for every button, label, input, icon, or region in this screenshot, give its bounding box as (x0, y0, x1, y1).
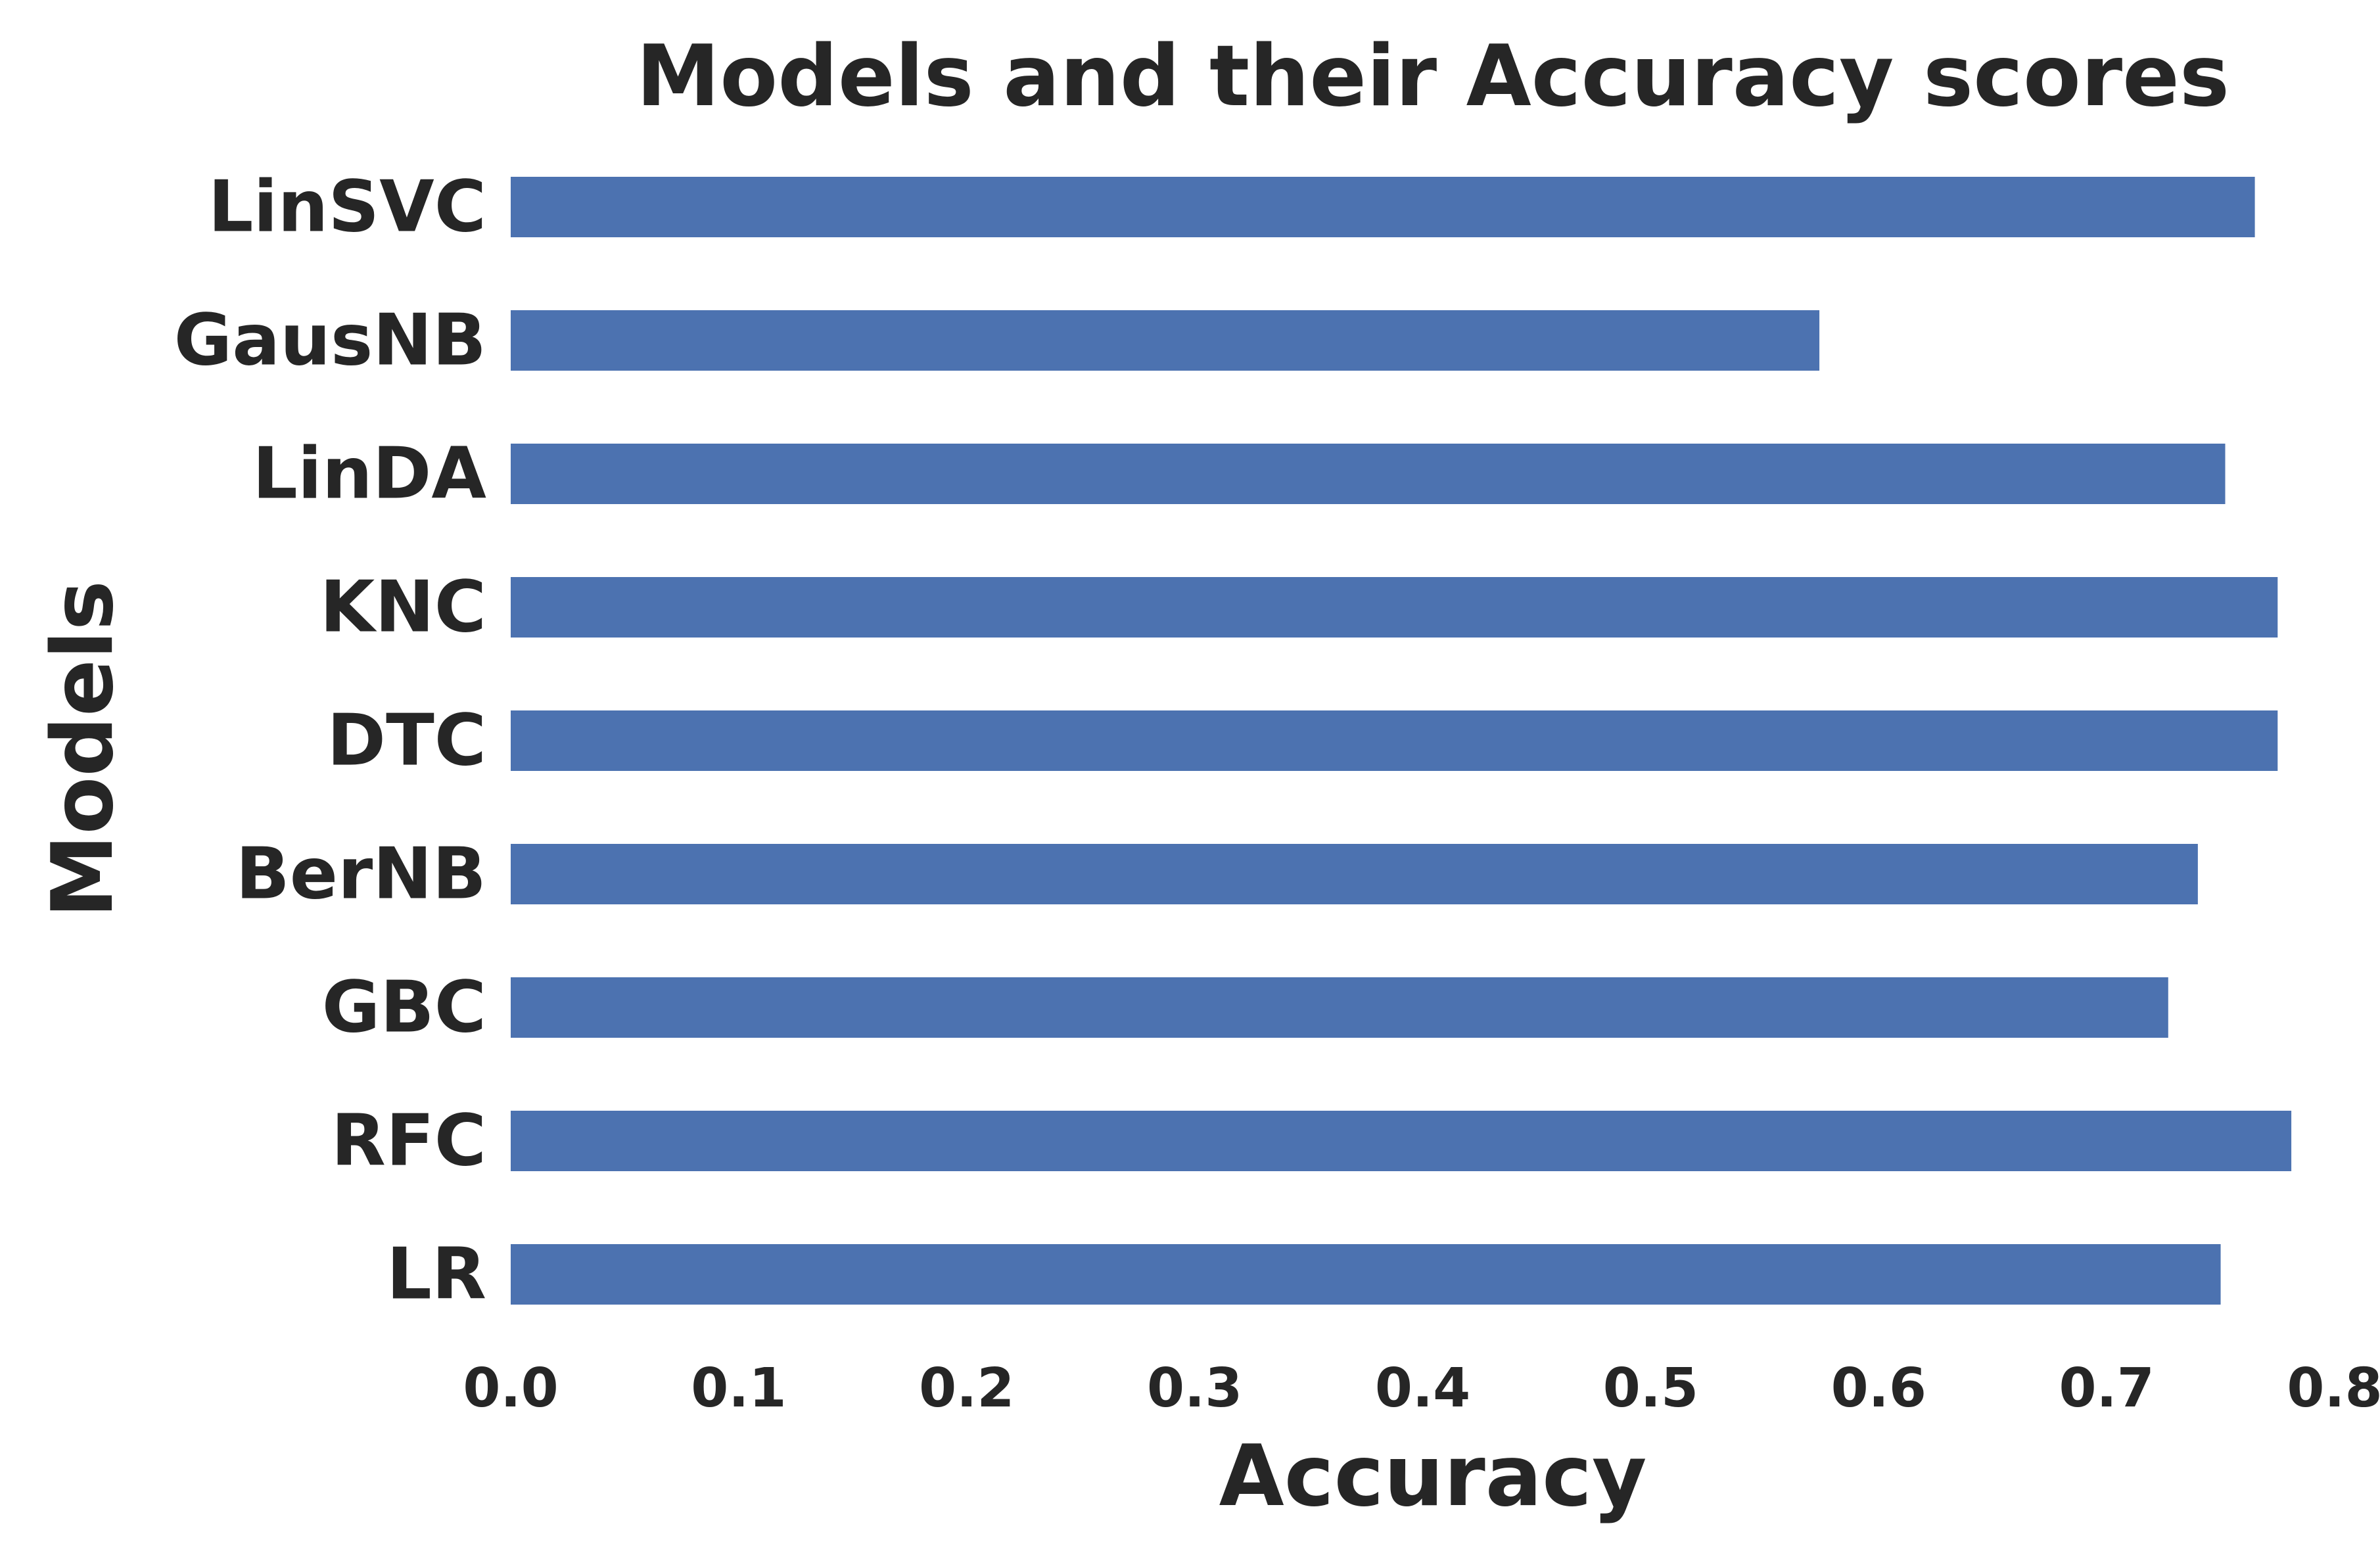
bar-dtc (511, 710, 2278, 771)
x-tick-labels: 0.0 0.1 0.2 0.3 0.4 0.5 0.6 0.7 0.8 (463, 1357, 2380, 1420)
bar-bernb (511, 844, 2198, 904)
x-tick-label: 0.3 (1147, 1357, 1242, 1420)
bar-rfc (511, 1111, 2292, 1171)
y-tick-label-linsvc: LinSVC (208, 166, 486, 248)
x-tick-label: 0.6 (1831, 1357, 1926, 1420)
y-tick-label-gausnb: GausNB (174, 300, 486, 382)
chart-title: Models and their Accuracy scores (636, 28, 2229, 126)
x-tick-label: 0.5 (1603, 1357, 1698, 1420)
bars-group (511, 177, 2292, 1305)
x-tick-label: 0.0 (463, 1357, 558, 1420)
y-tick-label-gbc: GBC (322, 967, 486, 1049)
x-tick-label: 0.8 (2287, 1357, 2380, 1420)
bar-gausnb (511, 310, 1820, 371)
x-tick-label: 0.2 (919, 1357, 1014, 1420)
y-tick-label-rfc: RFC (331, 1100, 486, 1182)
x-axis-label: Accuracy (1219, 1427, 1647, 1525)
bar-lr (511, 1244, 2221, 1305)
bar-knc (511, 577, 2278, 638)
bar-linda (511, 444, 2226, 504)
x-tick-label: 0.7 (2059, 1357, 2154, 1420)
bar-linsvc (511, 177, 2255, 237)
y-tick-label-knc: KNC (320, 567, 486, 649)
x-tick-label: 0.4 (1375, 1357, 1470, 1420)
y-tick-labels: LinSVC GausNB LinDA KNC DTC BerNB GBC RFC LR (174, 166, 487, 1316)
bar-gbc (511, 977, 2168, 1038)
y-tick-label-linda: LinDA (252, 433, 486, 515)
x-tick-label: 0.1 (691, 1357, 786, 1420)
y-tick-label-bernb: BerNB (235, 833, 486, 916)
y-axis-label: Models (34, 580, 132, 918)
y-tick-label-dtc: DTC (327, 700, 486, 782)
y-tick-label-lr: LR (386, 1234, 486, 1316)
